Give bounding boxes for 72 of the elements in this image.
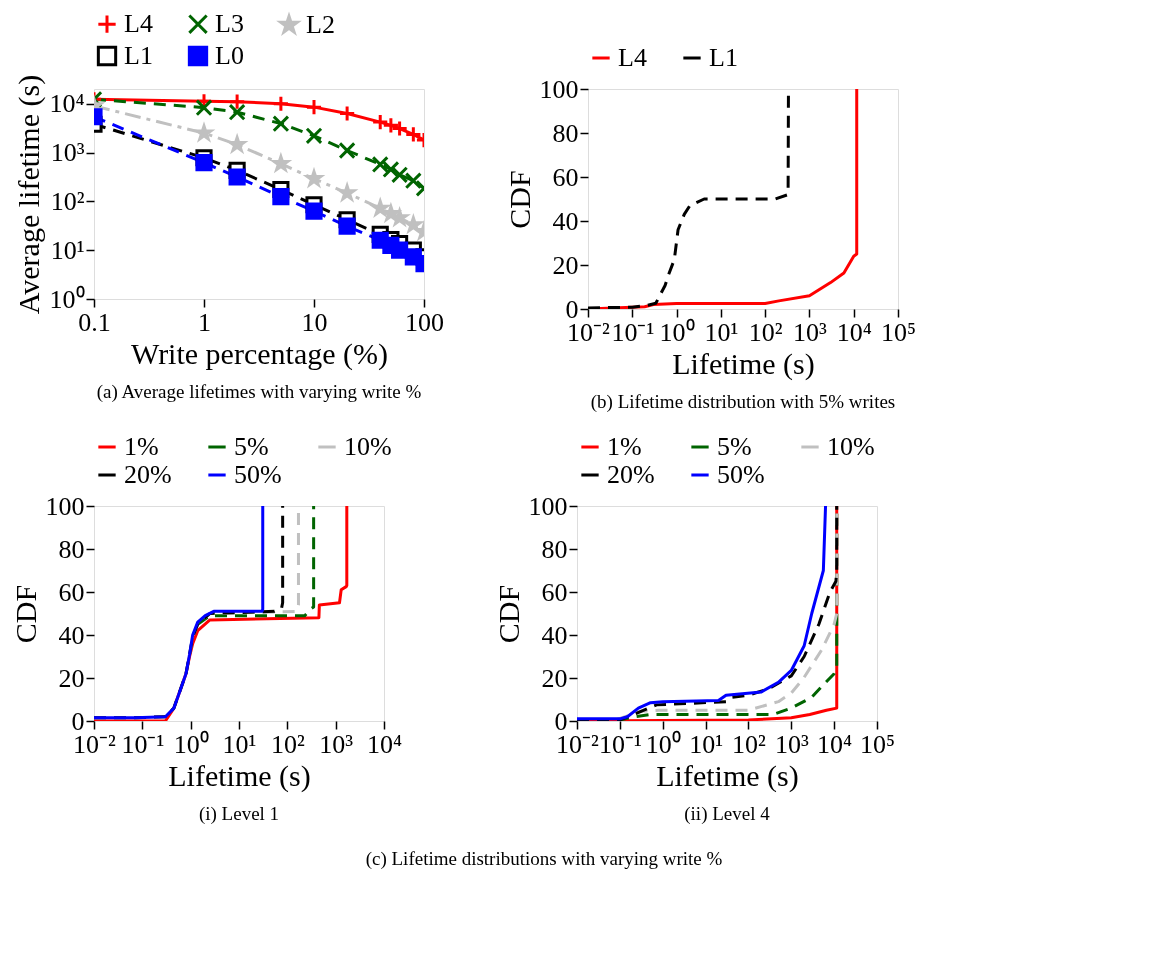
legend-label: L3 [215,9,244,39]
legend-label: L4 [618,43,647,72]
y-axis-title: Average lifetime (s) [12,74,47,315]
legend-label: 10% [344,432,392,461]
legend-label: 20% [607,460,655,489]
legend-label: 20% [124,460,172,489]
legend-label: L1 [709,43,738,72]
y-tick-label: 20 [541,663,568,693]
text: (c) Lifetime distributions with varying write % [365,848,723,870]
legend-label: 5% [717,432,752,461]
x-tick-label: 10³ [793,317,828,347]
legend-label: L4 [124,9,153,39]
y-tick-label: 40 [541,620,568,650]
x-tick-label: 10³ [774,729,809,759]
text: (i) Level 1 [198,803,280,825]
y-tick-label: 20 [552,250,579,280]
y-tick-label: 80 [58,534,85,564]
x-axis-title: Lifetime (s) [656,758,799,793]
legend-label: 1% [124,432,159,461]
y-axis-title: CDF [491,584,525,644]
x-tick-label: 10¹ [689,729,723,759]
text: (a) Average lifetimes with varying write % [96,381,422,403]
y-tick-label: 60 [58,577,85,607]
x-tick-label: 10⁻¹ [121,729,165,759]
legend-label: L2 [306,10,335,39]
x-tick-label: 10⁻¹ [598,729,642,759]
x-axis-title: Lifetime (s) [672,346,815,381]
x-tick-label: 10² [270,729,305,759]
text: (ii) Level 4 [684,803,771,825]
y-tick-label: 20 [58,663,85,693]
y-tick-label: 10⁴ [49,89,85,119]
x-tick-label: 10¹ [704,317,739,347]
x-tick-label: 100 [405,307,444,337]
y-tick-label: 100 [539,74,579,104]
x-tick-label: 1 [198,307,211,337]
legend-label: 5% [234,432,269,461]
y-tick-label: 10² [50,186,85,216]
y-tick-label: 40 [58,620,85,650]
x-tick-label: 10⁵ [880,317,917,347]
x-tick-label: 10 [301,307,328,337]
y-tick-label: 60 [541,577,568,607]
y-tick-label: 80 [541,534,568,564]
legend-label: L0 [215,41,244,70]
x-tick-label: 10⁴ [366,729,403,759]
y-tick-label: 10¹ [50,235,85,265]
legend-label: 10% [827,432,875,461]
x-tick-label: 10⁰ [173,729,209,759]
x-tick-label: 10² [732,729,767,759]
y-tick-label: 100 [528,491,568,521]
y-axis-title: CDF [502,170,536,229]
x-tick-label: 10⁵ [859,729,896,759]
y-tick-label: 80 [552,118,579,148]
x-tick-label: 10⁻¹ [611,317,655,347]
x-tick-label: 10³ [319,729,354,759]
x-tick-label: 10⁰ [659,317,695,347]
x-axis-title: Lifetime (s) [168,758,311,793]
x-tick-label: 10¹ [222,729,257,759]
y-tick-label: 40 [552,206,579,236]
x-axis-title: Write percentage (%) [131,336,388,371]
y-tick-label: 60 [552,162,579,192]
x-tick-label: 10² [748,317,783,347]
x-tick-label: 10⁰ [645,729,681,759]
legend-label: L1 [124,41,153,70]
x-tick-label: 10⁴ [817,729,853,759]
y-tick-label: 100 [45,491,85,521]
legend-label: 50% [234,460,282,489]
text: (b) Lifetime distribution with 5% writes [590,391,896,413]
y-axis-title: CDF [8,584,42,644]
legend-label: 50% [717,460,765,489]
legend-label: 1% [607,432,642,461]
y-tick-label: 10³ [50,138,85,168]
x-tick-label: 10⁴ [836,317,872,347]
